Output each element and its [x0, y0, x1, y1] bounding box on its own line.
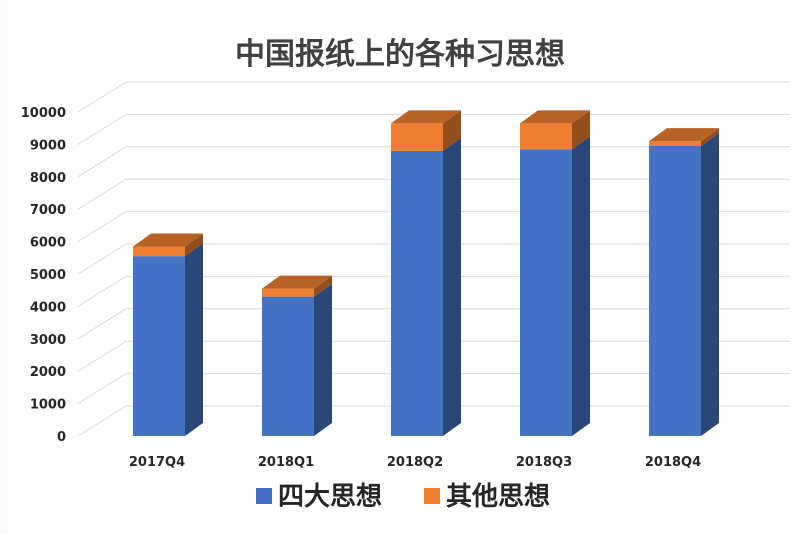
bar-stack-2018Q3 [520, 110, 590, 436]
bar-四大思想 [391, 150, 443, 436]
y-tick-label: 2000 [30, 365, 66, 380]
bar-其他思想 [391, 123, 443, 151]
legend-label: 其他思想 [446, 482, 550, 512]
bar-四大思想 [262, 296, 314, 436]
bar-top-其他思想 [649, 128, 719, 142]
chart-title: 中国报纸上的各种习思想 [235, 37, 565, 72]
bar-四大思想 [649, 146, 701, 436]
legend-item: 四大思想 [256, 482, 382, 512]
bar-side-四大思想 [185, 243, 203, 436]
bar-四大思想 [520, 149, 572, 436]
x-tick-label: 2018Q2 [387, 455, 443, 470]
y-tick-label: 3000 [30, 333, 66, 348]
y-tick-label: 10000 [21, 106, 66, 121]
bar-side-其他思想 [185, 233, 203, 257]
gridline [77, 81, 790, 113]
bar-side-四大思想 [572, 136, 590, 436]
legend-item: 其他思想 [424, 482, 550, 512]
legend-swatch [424, 488, 440, 504]
bar-top-其他思想 [391, 110, 461, 124]
bar-其他思想 [520, 123, 572, 150]
bar-side-其他思想 [701, 128, 719, 147]
bar-其他思想 [649, 141, 701, 147]
bar-side-其他思想 [443, 110, 461, 151]
bars [133, 110, 719, 436]
bar-side-其他思想 [314, 275, 332, 297]
y-tick-label: 7000 [30, 203, 66, 218]
bar-side-四大思想 [701, 133, 719, 436]
bar-stack-2018Q2 [391, 110, 461, 436]
y-axis-tick-labels: 0 1000 2000 3000 4000 5000 6000 7000 8000 9000 100… [21, 106, 66, 445]
bar-top-其他思想 [520, 110, 590, 124]
y-tick-label: 4000 [30, 300, 66, 315]
x-tick-label: 2018Q3 [516, 455, 572, 470]
x-tick-label: 2018Q1 [258, 455, 314, 470]
bar-stack-2018Q4 [649, 128, 719, 436]
y-tick-label: 5000 [30, 268, 66, 283]
bar-stack-2017Q4 [133, 233, 203, 436]
bar-其他思想 [262, 288, 314, 297]
bar-四大思想 [133, 256, 185, 436]
bar-side-其他思想 [572, 110, 590, 150]
x-axis-tick-labels: 2017Q4 2018Q1 2018Q2 2018Q3 2018Q4 [129, 455, 701, 470]
x-tick-label: 2017Q4 [129, 455, 185, 470]
bar-top-其他思想 [133, 233, 203, 247]
bar-stack-2018Q1 [262, 275, 332, 436]
y-tick-label: 9000 [30, 138, 66, 153]
y-tick-label: 8000 [30, 171, 66, 186]
x-tick-label: 2018Q4 [645, 455, 701, 470]
bar-top-其他思想 [262, 275, 332, 289]
left-frame-strip [0, 0, 8, 534]
legend-label: 四大思想 [278, 482, 382, 512]
y-tick-label: 0 [57, 430, 66, 445]
bar-其他思想 [133, 246, 185, 257]
legend-swatch [256, 488, 272, 504]
y-tick-label: 6000 [30, 236, 66, 251]
y-tick-label: 1000 [30, 398, 66, 413]
bar-side-四大思想 [314, 283, 332, 436]
bar-side-四大思想 [443, 137, 461, 436]
legend: 四大思想 其他思想 [256, 482, 550, 512]
